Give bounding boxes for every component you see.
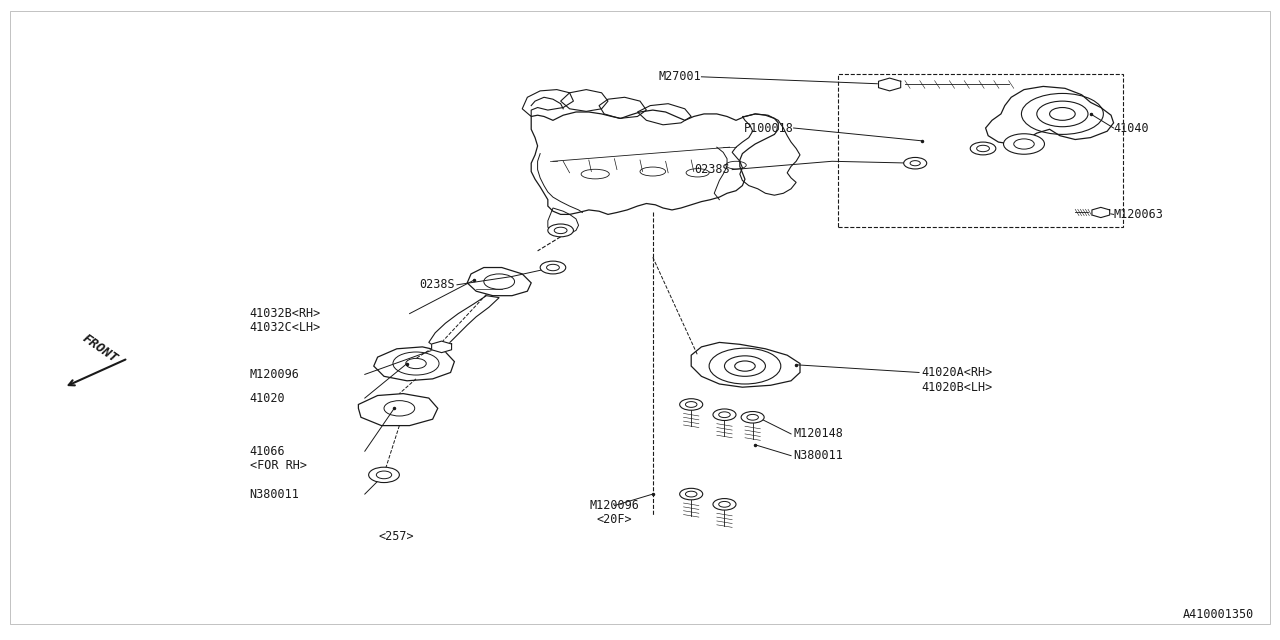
- Polygon shape: [1092, 207, 1110, 218]
- Circle shape: [548, 224, 573, 237]
- Text: 41032B<RH>: 41032B<RH>: [250, 307, 321, 320]
- Text: <FOR RH>: <FOR RH>: [250, 460, 307, 472]
- Text: <20F>: <20F>: [596, 513, 632, 526]
- Circle shape: [1050, 108, 1075, 120]
- Text: 0238S: 0238S: [694, 163, 730, 176]
- Text: 41020A<RH>: 41020A<RH>: [922, 366, 993, 379]
- Text: P100018: P100018: [744, 122, 794, 134]
- Circle shape: [1004, 134, 1044, 154]
- Text: N380011: N380011: [794, 449, 844, 462]
- Polygon shape: [431, 341, 452, 353]
- Circle shape: [713, 409, 736, 420]
- Text: 41066: 41066: [250, 445, 285, 458]
- Text: <257>: <257>: [379, 530, 415, 543]
- Text: N380011: N380011: [250, 488, 300, 500]
- Text: M120063: M120063: [1114, 208, 1164, 221]
- Circle shape: [540, 261, 566, 274]
- Text: 0238S: 0238S: [419, 278, 454, 291]
- Text: M120096: M120096: [590, 499, 639, 512]
- Bar: [838, 74, 1123, 227]
- Polygon shape: [878, 78, 901, 91]
- Circle shape: [741, 412, 764, 423]
- Circle shape: [970, 142, 996, 155]
- Circle shape: [680, 488, 703, 500]
- Text: A410001350: A410001350: [1183, 608, 1254, 621]
- Text: M120096: M120096: [250, 368, 300, 381]
- Text: M27001: M27001: [659, 70, 701, 83]
- Text: 41032C<LH>: 41032C<LH>: [250, 321, 321, 334]
- Text: FRONT: FRONT: [79, 332, 120, 365]
- Circle shape: [369, 467, 399, 483]
- Text: M120148: M120148: [794, 428, 844, 440]
- Text: 41020B<LH>: 41020B<LH>: [922, 381, 993, 394]
- Circle shape: [735, 361, 755, 371]
- Circle shape: [904, 157, 927, 169]
- Circle shape: [713, 499, 736, 510]
- Text: 41040: 41040: [1114, 122, 1149, 134]
- Circle shape: [680, 399, 703, 410]
- Text: 41020: 41020: [250, 392, 285, 404]
